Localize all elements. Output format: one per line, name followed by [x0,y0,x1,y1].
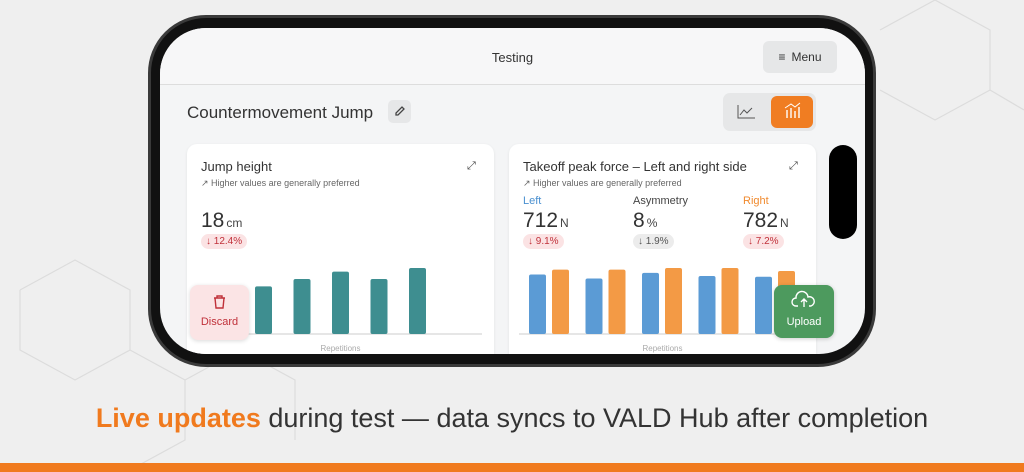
bar [255,286,272,334]
screen: Testing ≡ Menu Countermovement Jump Jump … [160,28,865,354]
metric-value: 712 [523,209,559,232]
metric-change: ↓ 9.1% [523,234,564,249]
metric-value: 782 [743,209,779,232]
bar [755,276,772,334]
metric-change: ↓ 1.9% [633,234,674,249]
bar [293,279,311,334]
bar-view-icon [784,102,801,118]
metric-label: Asymmetry [633,195,688,207]
upload-icon [791,290,815,307]
caption: Live updates during test — data syncs to… [0,403,1024,434]
metric-unit: % [646,216,658,230]
menu-label: Menu [791,50,822,64]
menu-icon: ≡ [778,50,786,64]
header-title: Testing [491,50,534,65]
caption-text: during test — data syncs to VALD Hub aft… [260,403,929,433]
expand-icon[interactable]: ⤢ [789,160,798,172]
trash-icon [214,295,225,309]
metric-unit: N [780,216,789,230]
bar-chart [197,268,482,335]
bar [409,268,426,334]
axis-label: Repetitions [642,344,683,353]
change-text: 1.9% [645,236,669,247]
bar [721,268,739,334]
metric-value: 8 [633,209,645,232]
hint-text: Higher values are generally preferred [211,178,360,188]
change-text: 12.4% [213,236,243,247]
change-text: 9.1% [535,236,559,247]
upload-button[interactable]: Upload [774,285,834,338]
bar-chart [519,268,804,335]
edit-button[interactable] [388,100,411,123]
upload-label: Upload [786,316,822,328]
page-title: Countermovement Jump [187,103,374,122]
bar [608,269,626,334]
bar [642,272,659,334]
axis-label: Repetitions [320,344,361,353]
discard-button[interactable]: Discard [190,285,249,340]
metric-change: ↓ 7.2% [743,234,784,249]
bar [585,278,603,334]
view-toggle [723,93,816,131]
top-bar [160,28,865,85]
metric-unit: cm [226,216,243,230]
caption-highlight: Live updates [95,403,261,433]
card-title: Takeoff peak force – Left and right side [523,159,747,174]
metric-value: 18 [201,209,225,232]
card-title: Jump height [201,159,272,174]
line-view-button[interactable] [733,101,759,123]
metric-label: Left [523,195,542,207]
bar [665,268,682,334]
bar [552,269,569,334]
metric-label: Right [743,195,769,207]
camera-island [829,145,857,239]
card-hint: ↗ Higher values are generally preferred [523,178,682,188]
bar-view-button[interactable] [771,96,813,128]
bar [529,274,546,334]
bar [332,271,349,334]
hint-text: Higher values are generally preferred [533,178,682,188]
metric-change: ↓ 12.4% [201,234,248,249]
discard-label: Discard [200,316,239,328]
change-text: 7.2% [755,236,779,247]
card-hint: ↗ Higher values are generally preferred [201,178,360,188]
menu-button[interactable]: ≡ Menu [763,41,837,73]
edit-icon [395,106,405,116]
bottom-bar [0,463,1024,472]
expand-icon[interactable]: ⤢ [467,160,476,172]
peak-force-card: Takeoff peak force – Left and right side… [509,144,816,354]
metric-unit: N [560,216,569,230]
bar [698,276,716,334]
bar [370,279,388,334]
